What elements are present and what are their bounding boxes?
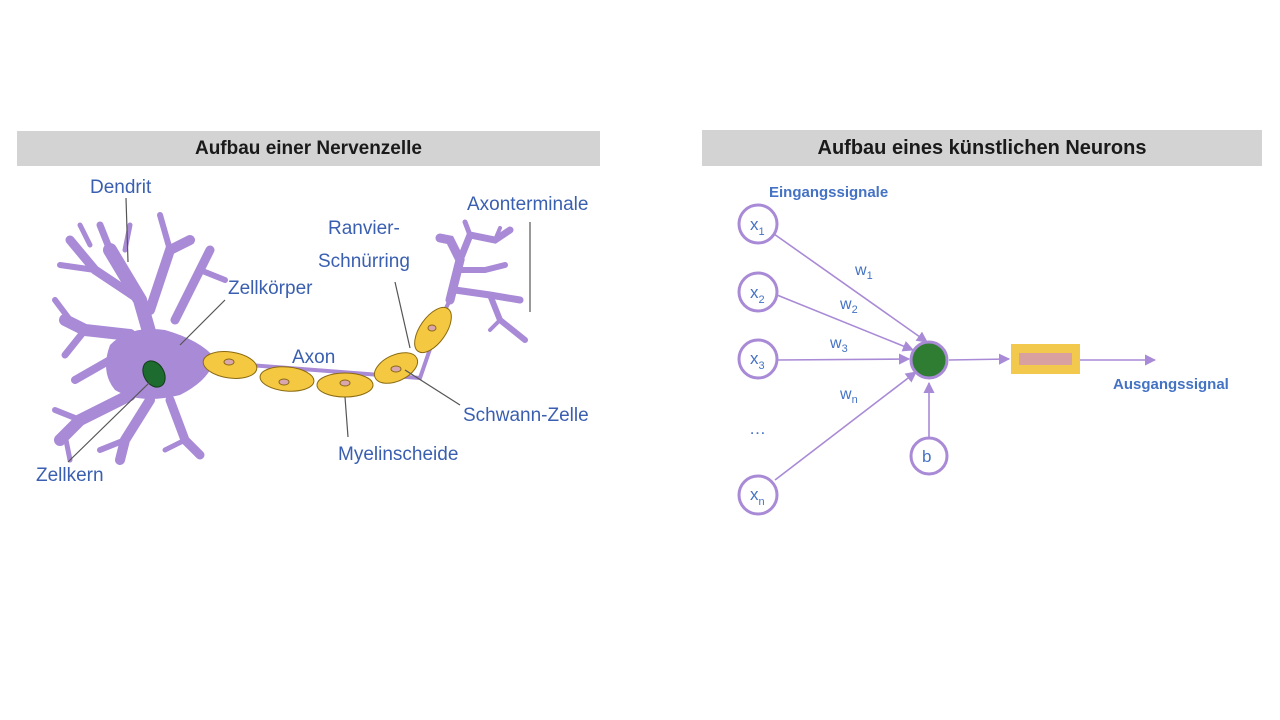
weight-3: w3 <box>829 335 848 355</box>
svg-text:x1: x1 <box>750 215 765 238</box>
label-myelinscheide: Myelinscheide <box>338 444 458 465</box>
svg-text:b: b <box>922 447 931 466</box>
svg-text:x3: x3 <box>750 349 765 372</box>
summation-node <box>909 340 949 380</box>
svg-text:x2: x2 <box>750 283 765 306</box>
label-ranvier-line1: Ranvier- <box>328 218 400 239</box>
weight-2: w2 <box>839 296 858 316</box>
input-node-1: x1 <box>737 203 779 245</box>
input-signals-caption: Eingangssignale <box>769 184 888 201</box>
neuron-panel-title: Aufbau einer Nervenzelle <box>17 131 600 166</box>
label-zellkern: Zellkern <box>36 465 104 486</box>
label-dendrit: Dendrit <box>90 177 152 198</box>
cell-nucleus <box>142 360 166 388</box>
label-leader-lines <box>67 197 531 463</box>
myelin-segments <box>202 306 452 398</box>
label-zellkoerper: Zellkörper <box>228 278 313 299</box>
nerve-cell-illustration: Dendrit Zellkörper Ranvier- Schnürring A… <box>36 177 589 486</box>
axon-terminals <box>435 219 528 343</box>
weight-1: w1 <box>854 262 873 282</box>
weighted-connections <box>773 233 1157 481</box>
label-ranvier-line2: Schnürring <box>318 251 410 272</box>
input-node-2: x2 <box>737 271 779 313</box>
bias-node: b <box>909 436 949 476</box>
inputs-ellipsis: … <box>749 419 766 438</box>
activation-function-box <box>1011 344 1080 374</box>
label-schwann-zelle: Schwann-Zelle <box>463 405 589 426</box>
input-node-n: xn <box>737 474 779 516</box>
output-signal-caption: Ausgangssignal <box>1113 376 1229 393</box>
cell-body <box>106 329 215 399</box>
weight-n: wn <box>839 386 858 406</box>
artificial-neuron-diagram: Eingangssignale Ausgangssignal x1 x2 x3 <box>737 184 1229 516</box>
dendrites <box>52 212 228 465</box>
label-axon: Axon <box>292 347 335 368</box>
artificial-neuron-panel-title: Aufbau eines künstlichen Neurons <box>702 130 1262 166</box>
svg-text:xn: xn <box>750 485 765 508</box>
input-node-3: x3 <box>737 338 779 380</box>
label-axonterminale: Axonterminale <box>467 194 588 215</box>
